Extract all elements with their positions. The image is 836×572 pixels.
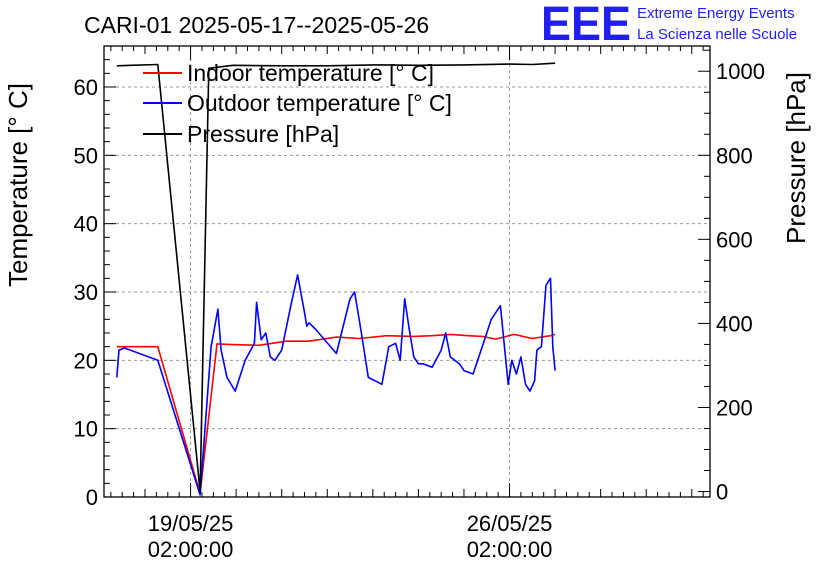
y2-tick-label-0: 0 xyxy=(716,480,728,505)
logo-line-2: La Scienza nelle Scuole xyxy=(637,26,797,43)
y2-tick-label-1000: 1000 xyxy=(716,59,765,84)
y-tick-label-20: 20 xyxy=(74,348,98,373)
y2-tick-label-600: 600 xyxy=(716,227,753,252)
legend-label-indoor: Indoor temperature [° C] xyxy=(187,60,434,86)
legend-label-outdoor: Outdoor temperature [° C] xyxy=(187,90,452,116)
legend: Indoor temperature [° C] Outdoor tempera… xyxy=(143,60,452,147)
legend-label-pressure: Pressure [hPa] xyxy=(187,121,339,147)
y-tick-label-60: 60 xyxy=(74,75,98,100)
y2-tick-label-200: 200 xyxy=(716,395,753,420)
y-tick-label-30: 30 xyxy=(74,280,98,305)
logo-mark: EEE xyxy=(541,0,631,51)
series-group xyxy=(116,62,556,496)
y-tick-label-10: 10 xyxy=(74,417,98,442)
series-line-0 xyxy=(116,333,556,495)
logo-line-1: Extreme Energy Events xyxy=(637,5,795,22)
grid-lines xyxy=(104,46,710,498)
series-line-1 xyxy=(116,274,556,496)
x-tick-label-0-date: 19/05/25 xyxy=(148,511,234,536)
axes-group: 01020304050600200400600800100019/05/2502… xyxy=(74,45,765,562)
y-axis-title: Temperature [° C] xyxy=(3,83,33,287)
y2-axis-title: Pressure [hPa] xyxy=(781,72,811,244)
y2-tick-label-800: 800 xyxy=(716,143,753,168)
x-tick-label-1-time: 02:00:00 xyxy=(467,537,553,562)
x-tick-label-1-date: 26/05/25 xyxy=(467,511,553,536)
chart-title: CARI-01 2025-05-17--2025-05-26 xyxy=(84,12,429,38)
eee-logo: EEE Extreme Energy Events La Scienza nel… xyxy=(541,0,797,51)
y2-tick-label-400: 400 xyxy=(716,311,753,336)
y-tick-label-50: 50 xyxy=(74,143,98,168)
series-line-2 xyxy=(116,62,556,493)
y-tick-label-40: 40 xyxy=(74,212,98,237)
x-tick-label-0-time: 02:00:00 xyxy=(148,537,234,562)
y-tick-label-0: 0 xyxy=(86,485,98,510)
